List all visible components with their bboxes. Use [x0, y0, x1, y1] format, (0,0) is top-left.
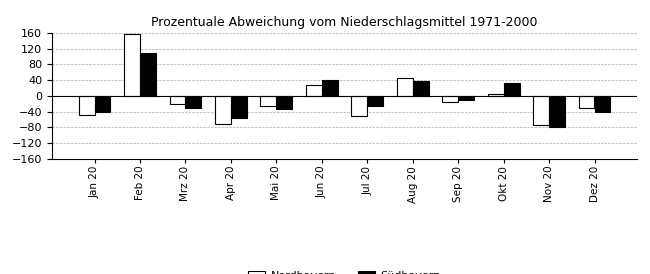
- Bar: [533, 96, 549, 125]
- Bar: [231, 96, 247, 118]
- Legend: Nordbayern, Südbayern: Nordbayern, Südbayern: [244, 267, 445, 274]
- Bar: [215, 96, 231, 124]
- Bar: [124, 34, 140, 96]
- Bar: [351, 96, 367, 116]
- Bar: [140, 53, 156, 96]
- Bar: [413, 81, 428, 96]
- Bar: [185, 96, 202, 108]
- Bar: [322, 80, 338, 96]
- Bar: [261, 96, 276, 106]
- Bar: [595, 96, 610, 112]
- Bar: [578, 96, 595, 108]
- Bar: [396, 78, 413, 96]
- Bar: [94, 96, 111, 112]
- Bar: [276, 96, 292, 109]
- Bar: [442, 96, 458, 102]
- Bar: [458, 96, 474, 100]
- Bar: [79, 96, 94, 115]
- Title: Prozentuale Abweichung vom Niederschlagsmittel 1971-2000: Prozentuale Abweichung vom Niederschlags…: [151, 16, 538, 29]
- Bar: [170, 96, 185, 104]
- Bar: [367, 96, 383, 106]
- Bar: [488, 94, 504, 96]
- Bar: [504, 83, 519, 96]
- Bar: [549, 96, 565, 127]
- Bar: [306, 85, 322, 96]
